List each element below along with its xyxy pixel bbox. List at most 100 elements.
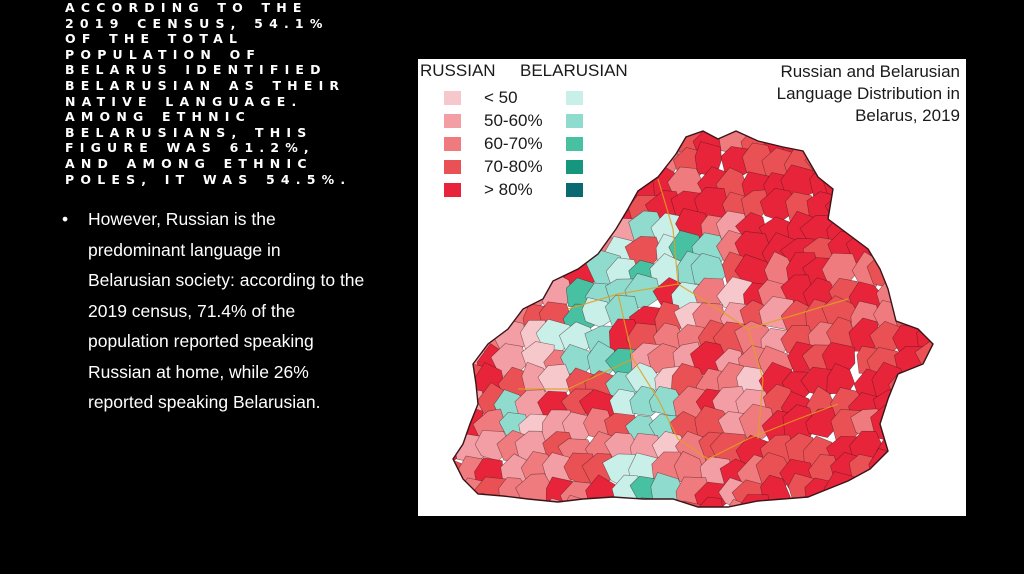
- map-title: Russian and Belarusian Language Distribu…: [740, 61, 960, 127]
- district: [921, 453, 933, 489]
- district: [453, 413, 466, 444]
- district: [899, 131, 931, 161]
- district: [611, 503, 642, 507]
- bullet-text: However, Russian is the predominant lang…: [88, 209, 365, 412]
- district: [674, 131, 707, 133]
- legend-header-belarusian: BELARUSIAN: [520, 61, 628, 80]
- district: [893, 211, 927, 243]
- district: [475, 296, 512, 331]
- region-border: [518, 358, 634, 390]
- district: [492, 254, 526, 289]
- legend-label: 60-70%: [484, 134, 543, 153]
- district: [867, 184, 909, 220]
- district: [453, 209, 465, 249]
- district: [630, 131, 664, 138]
- district: [476, 281, 507, 317]
- district: [894, 188, 924, 223]
- district: [453, 275, 488, 314]
- district: [891, 278, 928, 316]
- district: [849, 497, 883, 507]
- legend-row: 70-80%: [440, 157, 620, 176]
- district: [453, 239, 462, 270]
- district: [541, 194, 576, 226]
- district: [516, 252, 552, 285]
- district: [915, 192, 933, 223]
- district: [518, 233, 560, 268]
- district: [457, 298, 485, 335]
- district: [914, 499, 933, 507]
- legend-swatch-russian: [444, 137, 461, 151]
- district: [909, 300, 933, 333]
- district: [647, 501, 685, 507]
- legend-row: 50-60%: [440, 111, 620, 130]
- district: [563, 214, 596, 245]
- legend-header-russian: RUSSIAN: [420, 61, 496, 80]
- district: [453, 388, 465, 423]
- legend-swatch-belarusian: [566, 91, 583, 105]
- district: [518, 215, 549, 250]
- district: [453, 252, 481, 284]
- bullet-marker: •: [62, 209, 69, 229]
- slide-heading: According to the 2019 census, 54.1% of t…: [65, 0, 352, 187]
- district: [500, 498, 536, 507]
- district: [454, 211, 488, 245]
- district: [919, 216, 933, 244]
- district: [453, 323, 465, 359]
- district: [910, 278, 933, 309]
- district: [915, 390, 933, 425]
- map-title-line: Russian and Belarusian: [780, 62, 960, 81]
- district: [495, 215, 526, 250]
- district: [910, 430, 933, 465]
- district: [912, 148, 933, 181]
- region-border: [617, 293, 839, 460]
- district: [850, 187, 884, 225]
- belarus-district-map: [452, 130, 934, 508]
- legend-row: 60-70%: [440, 134, 620, 153]
- district: [896, 389, 927, 420]
- district: [892, 456, 926, 486]
- map-title-line: Belarus, 2019: [855, 106, 960, 125]
- legend-swatch-russian: [444, 160, 461, 174]
- country-border: [452, 130, 934, 508]
- legend-row: < 50: [440, 88, 620, 107]
- district: [496, 276, 530, 312]
- district: [873, 498, 910, 507]
- legend-swatch-russian: [444, 183, 461, 197]
- district: [516, 499, 555, 507]
- legend-row: > 80%: [440, 180, 620, 199]
- district: [891, 258, 928, 293]
- district: [894, 494, 927, 507]
- district: [872, 207, 905, 242]
- district: [453, 299, 466, 334]
- district: [489, 232, 529, 263]
- district: [824, 131, 863, 156]
- map-title-line: Language Distribution in: [776, 84, 960, 103]
- district: [778, 500, 813, 507]
- legend-swatch-russian: [444, 114, 461, 128]
- district: [453, 256, 464, 289]
- district: [872, 476, 911, 506]
- district: [804, 131, 843, 160]
- district: [849, 149, 885, 180]
- district: [453, 363, 462, 400]
- district: [893, 476, 929, 505]
- district: [479, 209, 513, 246]
- legend-label: < 50: [484, 88, 518, 107]
- district: [919, 477, 933, 507]
- region-border: [657, 178, 679, 285]
- district: [844, 170, 878, 203]
- bullet-item: • However, Russian is the predominant la…: [62, 204, 367, 418]
- district: [913, 235, 933, 266]
- district: [471, 258, 511, 292]
- district: [916, 255, 933, 289]
- district: [585, 500, 616, 507]
- district: [757, 502, 795, 507]
- district: [453, 344, 464, 377]
- district: [842, 477, 882, 507]
- legend-swatch-belarusian: [566, 137, 583, 151]
- district: [890, 167, 927, 203]
- legend-swatch-russian: [444, 91, 461, 105]
- district: [453, 284, 470, 316]
- district: [894, 429, 931, 462]
